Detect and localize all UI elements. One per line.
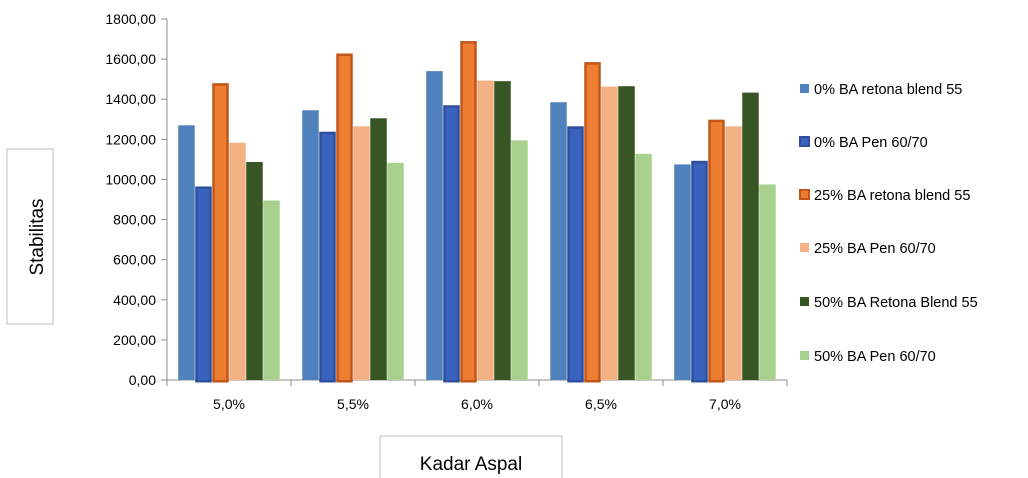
x-axis-title-box: Kadar Aspal [379,435,563,478]
legend-swatch [800,351,809,360]
y-axis: 0,00 200,00 400,00 600,00 800,00 1000,00 1200,… [105,11,168,388]
y-tick-label: 600,00 [113,252,156,268]
legend-swatch [800,243,809,252]
bar-2-4 [708,119,725,383]
bar-4-2 [494,81,511,380]
y-tick-label: 400,00 [113,292,156,308]
bar-0-0 [178,125,195,381]
legend-label: 0% BA Pen 60/70 [814,135,928,151]
x-axis: 5,0% 5,5% 6,0% 6,5% 7,0% [166,379,788,412]
bar-5-0 [263,200,280,380]
bar-1-4 [691,160,708,383]
x-tick-label: 5,5% [337,396,369,412]
legend-swatch [799,136,810,147]
bar-5-4 [759,184,776,380]
bar-2-0 [212,83,229,383]
bar-5-2 [511,140,528,380]
bar-2-3 [584,62,601,383]
bar-3-2 [477,80,494,380]
x-tick-label: 6,0% [461,396,493,412]
bar-4-4 [742,92,759,381]
bar-0-4 [674,164,691,380]
bar-0-2 [426,71,443,381]
legend-label-line: 25% BA retona blend 55 [814,188,970,204]
legend-label-line: 50% BA Retona Blend 55 [814,295,978,311]
legend-label: 25% BA retona blend 55 [814,188,970,204]
y-tick-label: 1800,00 [105,11,156,27]
y-tick-label: 1600,00 [105,51,156,67]
legend-label-line: 0% BA Pen 60/70 [814,135,928,151]
y-tick-label: 0,00 [129,372,156,388]
y-tick-label: 200,00 [113,332,156,348]
bar-0-1 [302,110,319,380]
bar-0-3 [550,102,567,380]
bar-5-3 [635,153,652,380]
bar-4-0 [246,161,263,380]
legend: 0% BA retona blend 55 0% BA Pen 60/70 25% … [799,82,978,365]
y-tick-label: 1400,00 [105,91,156,107]
bar-5-1 [387,162,404,380]
legend-label: 50% BA Pen 60/70 [814,349,936,365]
bar-1-3 [567,126,584,383]
bar-3-0 [229,142,246,380]
y-tick-label: 1200,00 [105,131,156,147]
bar-1-1 [319,131,336,383]
bar-4-1 [370,118,387,381]
bar-1-2 [443,105,460,383]
y-tick-label: 800,00 [113,212,156,228]
bar-2-2 [460,41,477,383]
legend-label-line: 0% BA retona blend 55 [814,82,962,98]
x-axis-title: Kadar Aspal [420,454,522,475]
legend-swatch [800,84,809,93]
legend-label-line: 25% BA Pen 60/70 [814,241,936,257]
x-tick-label: 5,0% [213,396,245,412]
legend-label: 25% BA Pen 60/70 [814,241,936,257]
bars [178,41,776,383]
legend-label-line: 50% BA Pen 60/70 [814,349,936,365]
legend-swatch [799,189,810,200]
bar-3-4 [725,126,742,380]
bar-3-3 [601,86,618,380]
legend-label: 0% BA retona blend 55 [814,82,962,98]
y-axis-title: Stabilitas [27,198,48,275]
legend-swatch [800,297,809,306]
legend-label: 50% BA Retona Blend 55 [814,295,978,311]
bar-2-1 [336,53,353,383]
x-tick-label: 7,0% [709,396,741,412]
bar-3-1 [353,126,370,380]
y-tick-label: 1000,00 [105,171,156,187]
y-axis-title-box: Stabilitas [6,148,54,325]
bar-1-0 [195,186,212,383]
x-tick-label: 6,5% [585,396,617,412]
bar-4-3 [618,86,635,381]
